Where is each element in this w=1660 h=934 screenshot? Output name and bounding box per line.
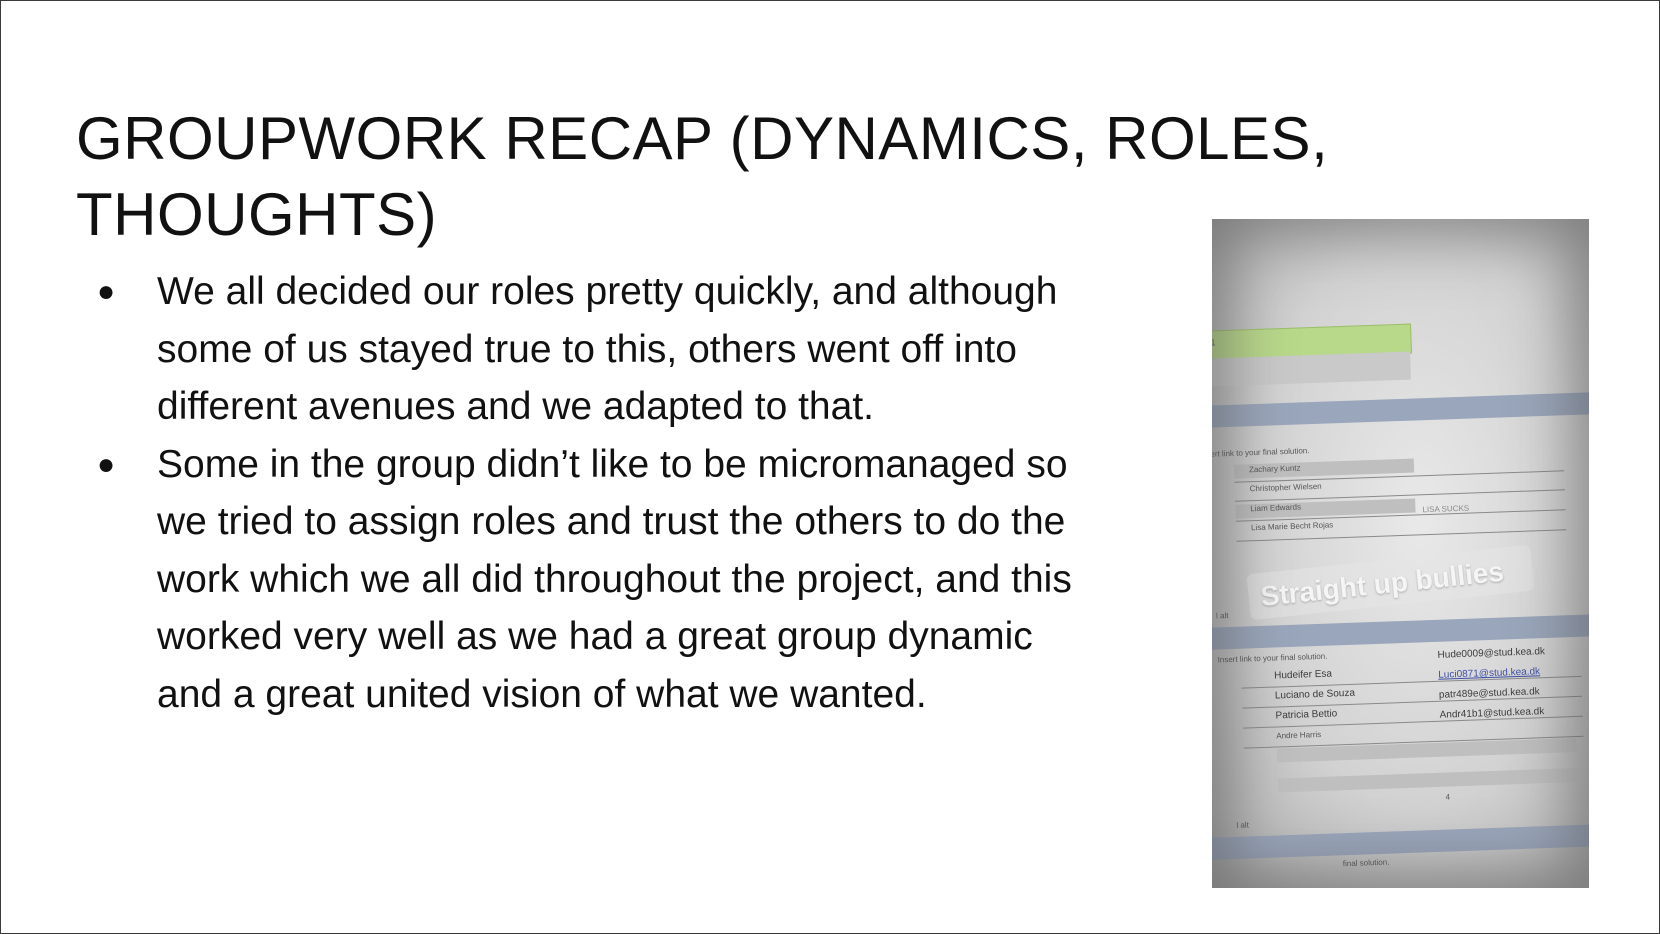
member-email: Hude0009@stud.kea.dk: [1437, 646, 1546, 661]
bullet-text: Some in the group didn’t like to be micr…: [157, 442, 1072, 716]
spreadsheet-image: 31 ert link to your final solution. Zach…: [1212, 219, 1589, 888]
member-name: Lisa Marie Becht Rojas: [1250, 520, 1334, 533]
row-bg: [1277, 768, 1579, 793]
row-footer: l alt: [1236, 820, 1249, 830]
slide-title: GROUPWORK RECAP (DYNAMICS, ROLES, THOUGH…: [76, 105, 1329, 248]
link-label: final solution.: [1342, 857, 1390, 869]
grid-line: [1236, 529, 1567, 542]
bullet-item: ● Some in the group didn’t like to be mi…: [97, 436, 1097, 724]
bullet-dot-icon: ●: [97, 275, 116, 308]
member-name: Christopher Wielsen: [1249, 481, 1322, 494]
gray-cell: [1212, 351, 1411, 388]
member-name: Luciano de Souza: [1274, 687, 1356, 702]
member-count: 4: [1445, 792, 1451, 802]
cell-value: 31: [1212, 337, 1216, 348]
group-header-bar: [1212, 391, 1589, 429]
sticker-text: Straight up bullies: [1259, 555, 1506, 612]
sticker-caption: Straight up bullies: [1246, 544, 1535, 621]
member-name: Hudeifer Esa: [1274, 668, 1333, 682]
bullet-list: ● We all decided our roles pretty quickl…: [97, 263, 1097, 723]
row-footer: l alt: [1215, 611, 1229, 621]
group-header-bar: [1212, 613, 1589, 651]
bullet-item: ● We all decided our roles pretty quickl…: [97, 263, 1097, 436]
link-label: ert link to your final solution.: [1212, 446, 1310, 459]
link-label: Insert link to your final solution.: [1217, 651, 1328, 665]
group-header-bar: [1212, 823, 1589, 861]
member-name: Liam Edwards: [1250, 502, 1302, 514]
member-name: Zachary Kuntz: [1248, 463, 1301, 475]
member-name: Patricia Bettio: [1275, 708, 1338, 722]
bullet-text: We all decided our roles pretty quickly,…: [157, 270, 1058, 428]
spreadsheet-photo: 31 ert link to your final solution. Zach…: [1212, 219, 1589, 888]
member-name: Andre Harris: [1276, 729, 1322, 741]
bullet-dot-icon: ●: [97, 447, 116, 481]
